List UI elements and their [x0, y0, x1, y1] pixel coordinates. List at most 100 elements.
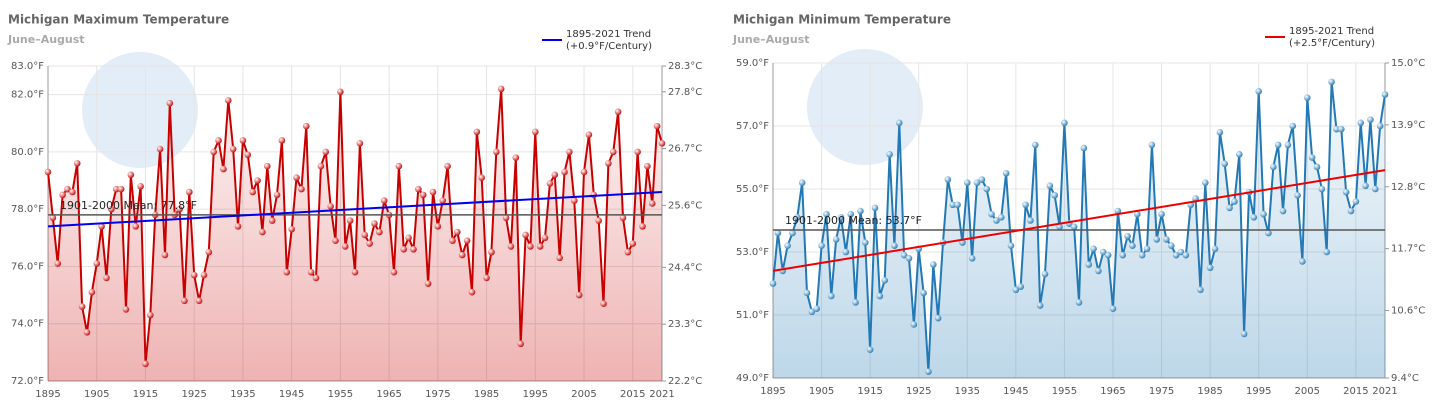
point: [541, 234, 549, 242]
point: [215, 137, 222, 144]
point: [1095, 267, 1102, 275]
point: [249, 188, 256, 196]
point: [1318, 185, 1326, 193]
point: [332, 237, 339, 244]
point: [410, 245, 417, 253]
y2-tick-label: 12.8°C: [1391, 182, 1425, 193]
trend-line: [47, 191, 663, 228]
chart-subtitle: June–August: [7, 33, 85, 46]
point: [44, 168, 52, 176]
point: [1303, 94, 1311, 101]
point: [49, 214, 57, 222]
point: [273, 191, 281, 199]
point: [1255, 88, 1263, 95]
point: [366, 240, 373, 247]
point: [108, 205, 115, 213]
point: [823, 210, 830, 218]
point: [886, 151, 893, 158]
point: [605, 160, 612, 167]
x-tick-label: 2005: [571, 389, 596, 400]
point: [929, 261, 937, 268]
point: [1061, 119, 1068, 127]
x-tick-label: 1985: [1197, 386, 1222, 397]
point: [507, 243, 515, 250]
point: [98, 223, 105, 230]
point: [488, 248, 495, 256]
y-tick-label: 74.0°F: [11, 319, 44, 330]
point: [1231, 198, 1238, 205]
point: [205, 248, 213, 256]
y2-tick-label: 27.8°C: [668, 87, 702, 98]
point: [1240, 330, 1248, 338]
point: [322, 148, 330, 156]
point: [473, 128, 481, 136]
point: [1046, 182, 1054, 190]
point: [827, 292, 835, 300]
point: [1308, 154, 1316, 161]
y-tick-label: 55.0°F: [736, 184, 769, 195]
point: [798, 179, 806, 186]
point: [181, 297, 188, 305]
point: [634, 148, 641, 156]
point: [429, 188, 437, 196]
point: [789, 229, 796, 237]
point: [83, 329, 91, 336]
x-tick-label: 1945: [279, 389, 304, 400]
point: [312, 274, 320, 282]
point: [147, 311, 154, 319]
point: [1274, 141, 1282, 149]
point: [166, 99, 174, 107]
point: [454, 228, 461, 236]
point: [769, 280, 777, 287]
point: [1080, 144, 1088, 152]
point: [551, 171, 559, 179]
y-tick-label: 78.0°F: [11, 204, 44, 215]
point: [400, 245, 408, 253]
point: [852, 299, 859, 306]
mean-label: 1901-2000 Mean: 77.8°F: [60, 199, 197, 212]
point: [190, 271, 198, 279]
point: [1012, 286, 1020, 294]
point: [254, 177, 261, 184]
chart-title: Michigan Minimum Temperature: [733, 13, 951, 27]
y2-tick-label: 13.9°C: [1391, 120, 1425, 131]
point: [546, 180, 554, 187]
x-tick-label: 1985: [474, 389, 499, 400]
point: [1027, 217, 1034, 224]
point: [220, 165, 227, 173]
point: [376, 228, 383, 236]
point: [288, 225, 295, 233]
point: [132, 223, 140, 230]
point: [920, 289, 927, 297]
point: [644, 162, 651, 170]
point: [88, 288, 96, 296]
y2-tick-label: 24.4°C: [668, 262, 702, 273]
point: [1104, 251, 1112, 259]
point: [866, 346, 874, 353]
point: [847, 210, 855, 218]
x-tick-label: 2015: [1343, 386, 1368, 397]
point: [954, 201, 961, 209]
point: [493, 148, 500, 156]
point: [813, 305, 821, 313]
point: [371, 220, 378, 227]
x-tick-label: 1915: [857, 386, 882, 397]
x-tick-label: 1965: [376, 389, 401, 400]
legend-label: (+2.5°F/Century): [1289, 38, 1375, 49]
y2-tick-label: 10.6°C: [1391, 306, 1425, 317]
point: [239, 137, 247, 144]
legend-label: 1895-2021 Trend: [1289, 26, 1374, 37]
point: [1017, 283, 1025, 290]
point: [934, 314, 942, 322]
point: [575, 291, 583, 299]
point: [1143, 245, 1151, 253]
x-tick-label: 1935: [955, 386, 980, 397]
point: [1337, 125, 1345, 133]
point: [1333, 125, 1340, 133]
point: [176, 205, 183, 213]
point: [351, 268, 359, 276]
point: [1201, 179, 1209, 186]
point: [1167, 242, 1175, 249]
point: [1250, 214, 1258, 221]
